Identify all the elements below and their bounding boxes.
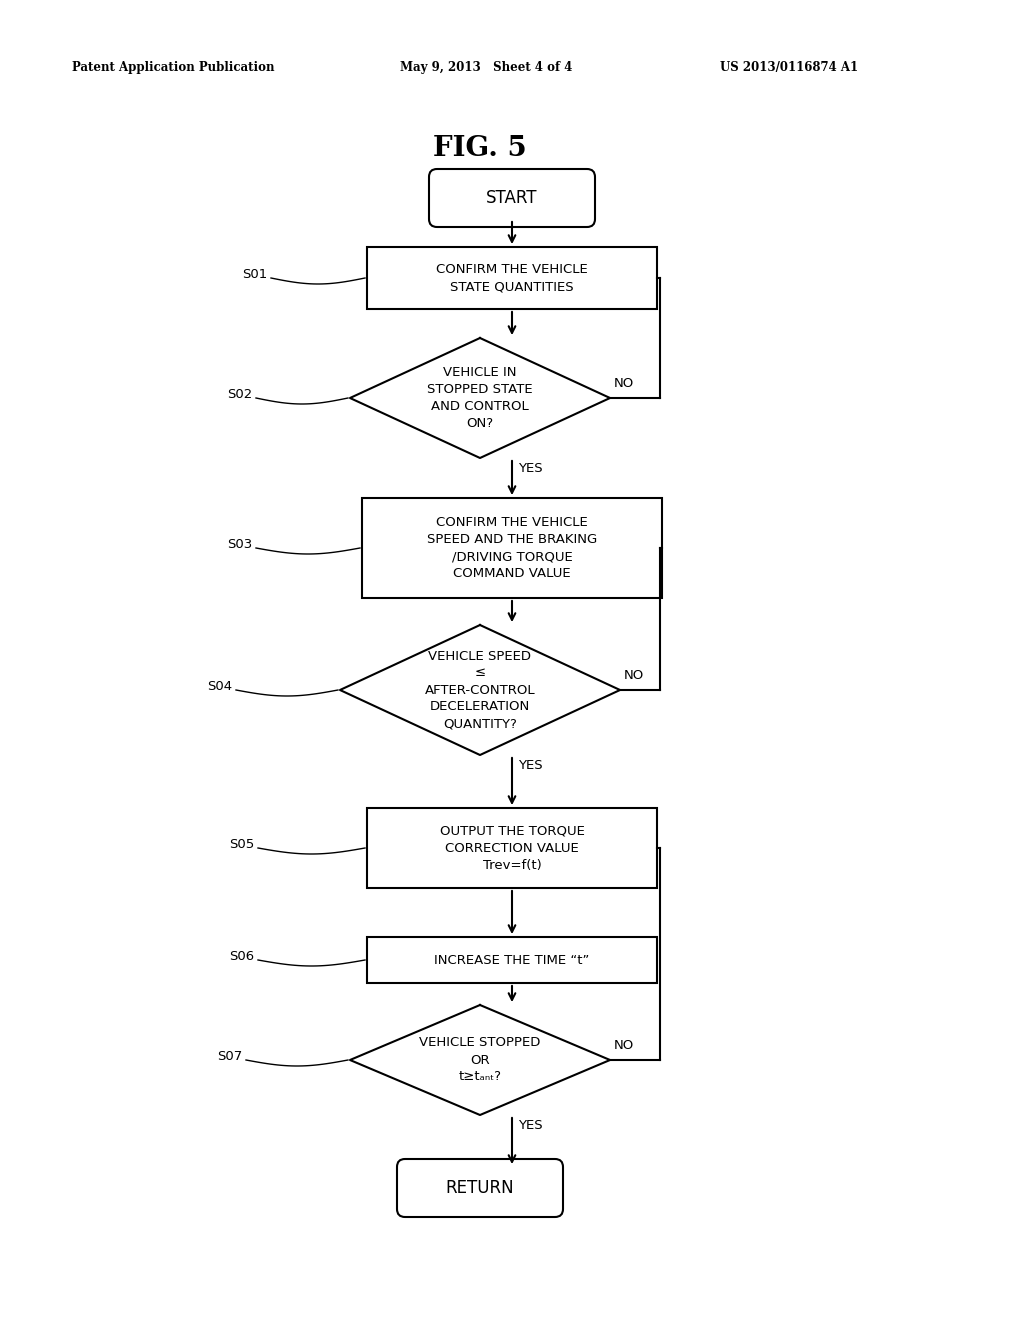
Text: YES: YES (518, 759, 543, 772)
Polygon shape (350, 1005, 610, 1115)
Text: NO: NO (614, 378, 634, 389)
Text: START: START (486, 189, 538, 207)
Bar (367, 937, 657, 983)
Text: S06: S06 (229, 949, 254, 962)
Text: FIG. 5: FIG. 5 (433, 135, 527, 161)
Text: YES: YES (518, 1119, 543, 1133)
Text: Patent Application Publication: Patent Application Publication (72, 62, 274, 74)
Text: RETURN: RETURN (445, 1179, 514, 1197)
Text: CONFIRM THE VEHICLE
SPEED AND THE BRAKING
/DRIVING TORQUE
COMMAND VALUE: CONFIRM THE VEHICLE SPEED AND THE BRAKIN… (427, 516, 597, 579)
Polygon shape (350, 338, 610, 458)
Text: S01: S01 (242, 268, 267, 281)
Bar (367, 808, 657, 888)
Text: S07: S07 (217, 1049, 242, 1063)
Bar (367, 247, 657, 309)
FancyBboxPatch shape (429, 169, 595, 227)
Text: NO: NO (614, 1039, 634, 1052)
Text: S02: S02 (226, 388, 252, 400)
Text: VEHICLE STOPPED
OR
t≥tₐₙₜ?: VEHICLE STOPPED OR t≥tₐₙₜ? (419, 1036, 541, 1084)
Polygon shape (340, 624, 620, 755)
FancyBboxPatch shape (397, 1159, 563, 1217)
Text: VEHICLE IN
STOPPED STATE
AND CONTROL
ON?: VEHICLE IN STOPPED STATE AND CONTROL ON? (427, 366, 532, 430)
Text: S03: S03 (226, 537, 252, 550)
Text: May 9, 2013   Sheet 4 of 4: May 9, 2013 Sheet 4 of 4 (400, 62, 572, 74)
Text: S05: S05 (228, 837, 254, 850)
Text: NO: NO (624, 669, 644, 682)
Text: CONFIRM THE VEHICLE
STATE QUANTITIES: CONFIRM THE VEHICLE STATE QUANTITIES (436, 263, 588, 293)
Text: OUTPUT THE TORQUE
CORRECTION VALUE
Trev=f(t): OUTPUT THE TORQUE CORRECTION VALUE Trev=… (439, 825, 585, 871)
Text: INCREASE THE TIME “t”: INCREASE THE TIME “t” (434, 953, 590, 966)
Text: US 2013/0116874 A1: US 2013/0116874 A1 (720, 62, 858, 74)
Bar (362, 498, 662, 598)
Text: YES: YES (518, 462, 543, 475)
Text: VEHICLE SPEED
≤
AFTER-CONTROL
DECELERATION
QUANTITY?: VEHICLE SPEED ≤ AFTER-CONTROL DECELERATI… (425, 649, 536, 730)
Text: S04: S04 (207, 680, 232, 693)
